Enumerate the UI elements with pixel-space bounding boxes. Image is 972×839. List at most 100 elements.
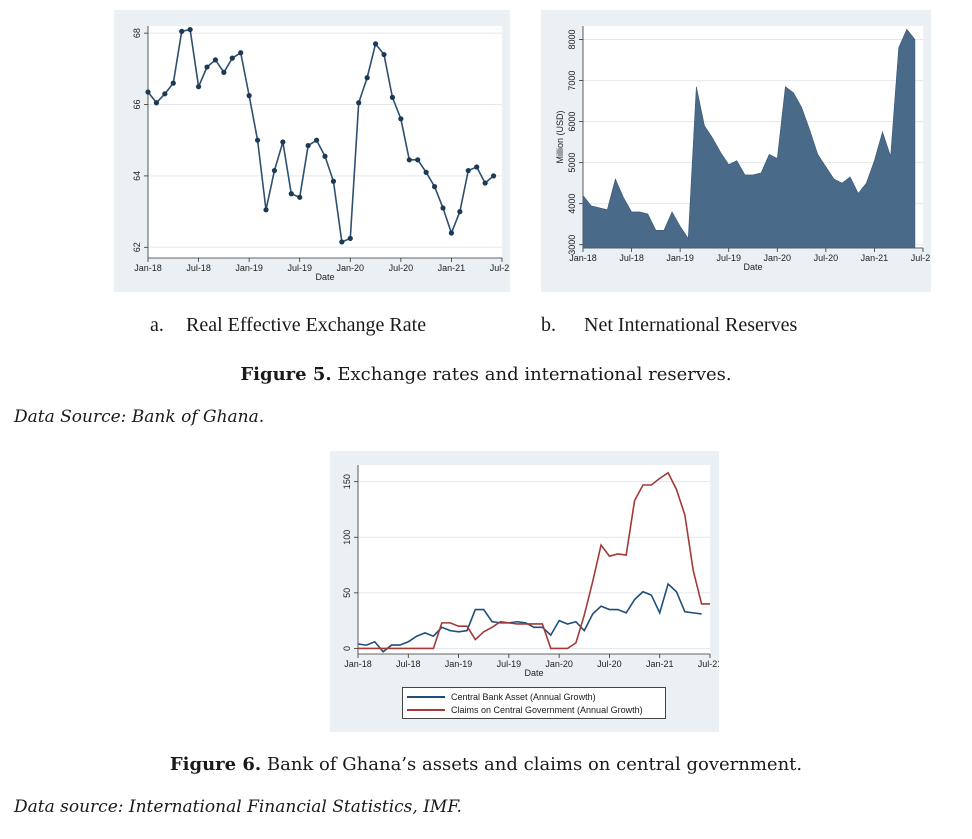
y-tick-label: 64 bbox=[132, 171, 142, 181]
panel-b-title: Net International Reserves bbox=[584, 314, 798, 336]
y-tick-label: 62 bbox=[132, 242, 142, 252]
data-point bbox=[474, 164, 480, 170]
x-tick-label: Jul-21 bbox=[490, 263, 510, 273]
series-line-0 bbox=[147, 28, 495, 244]
x-tick-label: Jan-21 bbox=[438, 263, 466, 273]
x-tick-label: Jan-19 bbox=[666, 253, 694, 263]
x-tick-label: Jul-19 bbox=[287, 263, 312, 273]
chart-legend: Central Bank Asset (Annual Growth) Claim… bbox=[402, 687, 666, 719]
data-point bbox=[229, 55, 235, 61]
data-point bbox=[280, 139, 286, 145]
x-tick-label: Jan-21 bbox=[646, 659, 674, 669]
figure-5-text: Exchange rates and international reserve… bbox=[331, 364, 732, 385]
data-point bbox=[153, 100, 160, 106]
y-tick-label: 0 bbox=[342, 646, 352, 651]
data-point bbox=[339, 239, 345, 245]
x-tick-label: Jul-18 bbox=[619, 253, 644, 263]
legend-label-central-bank-asset: Central Bank Asset (Annual Growth) bbox=[451, 692, 596, 702]
y-tick-label: 150 bbox=[342, 474, 352, 489]
data-point bbox=[170, 80, 176, 86]
x-tick-label: Jan-20 bbox=[764, 253, 792, 263]
y-tick-label: 4000 bbox=[567, 194, 577, 214]
y-tick-label: 66 bbox=[132, 100, 142, 110]
x-tick-label: Jul-18 bbox=[396, 659, 421, 669]
y-tick-label: 3000 bbox=[567, 235, 577, 255]
data-point bbox=[297, 194, 303, 200]
data-point bbox=[431, 184, 438, 190]
data-point bbox=[162, 91, 168, 97]
y-axis-label: Million (USD) bbox=[555, 110, 565, 163]
x-tick-label: Jul-20 bbox=[597, 659, 622, 669]
data-point bbox=[221, 69, 227, 75]
data-point bbox=[271, 167, 278, 174]
x-axis-label: Date bbox=[524, 668, 543, 678]
y-tick-label: 6000 bbox=[567, 112, 577, 132]
x-tick-label: Jul-19 bbox=[716, 253, 741, 263]
data-point bbox=[145, 89, 151, 95]
data-point bbox=[305, 142, 311, 149]
x-tick-label: Jan-18 bbox=[134, 263, 162, 273]
series-line-0 bbox=[357, 582, 702, 653]
data-point bbox=[457, 209, 463, 215]
legend-swatch-claims-government bbox=[407, 709, 445, 711]
chart-net-international-reserves: 3000 4000 5000 6000 7000 8000 Jan-18 Jul-18 Jan-… bbox=[541, 10, 931, 292]
x-tick-label: Jan-18 bbox=[344, 659, 372, 669]
data-point bbox=[263, 207, 269, 213]
x-tick-label: Jul-20 bbox=[814, 253, 839, 263]
x-tick-label: Jul-18 bbox=[186, 263, 211, 273]
data-point bbox=[204, 64, 210, 70]
x-tick-label: Jan-21 bbox=[861, 253, 889, 263]
data-point bbox=[288, 191, 294, 197]
data-point bbox=[246, 93, 252, 99]
data-point bbox=[372, 41, 379, 47]
y-tick-label: 5000 bbox=[567, 153, 577, 173]
x-tick-label: Jan-20 bbox=[337, 263, 365, 273]
data-point bbox=[490, 173, 497, 179]
data-point bbox=[356, 100, 362, 106]
y-tick-label: 8000 bbox=[567, 30, 577, 50]
y-tick-label: 50 bbox=[342, 588, 352, 598]
data-point bbox=[440, 205, 446, 211]
data-point bbox=[448, 230, 455, 236]
x-tick-label: Jul-19 bbox=[497, 659, 522, 669]
legend-item-claims-government: Claims on Central Government (Annual Gro… bbox=[407, 704, 643, 716]
x-axis-label: Date bbox=[743, 262, 762, 272]
chart-c-svg: 0 50 100 150 Jan-18 Jul-18 Jan-19 Jul-19 Jan-20 J… bbox=[342, 465, 719, 678]
figure-6-caption: Figure 6. Bank of Ghana’s assets and cla… bbox=[0, 754, 972, 775]
data-point bbox=[238, 50, 244, 56]
x-tick-label: Jul-20 bbox=[389, 263, 414, 273]
data-point bbox=[322, 153, 328, 159]
chart-bank-assets-claims: 0 50 100 150 Jan-18 Jul-18 Jan-19 Jul-19 Jan-20 J… bbox=[330, 451, 719, 732]
data-point bbox=[381, 51, 387, 58]
chart-a-svg: 62 64 66 68 Jan-18 Jul-18 Jan-19 Jul-19 Jan-20 Ju… bbox=[132, 26, 510, 282]
x-axis-label: Date bbox=[315, 272, 334, 282]
y-tick-label: 68 bbox=[132, 28, 142, 38]
panel-b-letter: b. bbox=[541, 314, 556, 336]
x-tick-label: Jan-20 bbox=[545, 659, 573, 669]
figure-6-text: Bank of Ghana’s assets and claims on cen… bbox=[261, 754, 803, 775]
figure-6-source: Data source: International Financial Sta… bbox=[14, 797, 462, 817]
chart-real-effective-exchange-rate: 62 64 66 68 Jan-18 Jul-18 Jan-19 Jul-19 Jan-20 Ju… bbox=[114, 10, 510, 292]
data-point bbox=[187, 26, 193, 33]
data-point bbox=[179, 28, 185, 34]
figure-5-label: Figure 5. bbox=[240, 364, 332, 385]
y-tick-label: 7000 bbox=[567, 71, 577, 91]
y-tick-label: 100 bbox=[342, 530, 352, 545]
panel-a-letter: a. bbox=[150, 314, 164, 336]
x-tick-label: Jan-19 bbox=[445, 659, 473, 669]
x-tick-label: Jul-21 bbox=[698, 659, 719, 669]
x-tick-label: Jul-21 bbox=[911, 253, 931, 263]
data-point bbox=[423, 169, 429, 175]
data-point bbox=[330, 178, 337, 184]
data-point bbox=[406, 157, 412, 163]
legend-item-central-bank-asset: Central Bank Asset (Annual Growth) bbox=[407, 691, 596, 703]
area-series bbox=[582, 28, 916, 249]
x-tick-label: Jan-18 bbox=[569, 253, 597, 263]
figure-5-caption: Figure 5. Exchange rates and internation… bbox=[0, 364, 972, 385]
data-point bbox=[415, 157, 421, 163]
data-point bbox=[465, 167, 471, 174]
data-point bbox=[313, 137, 320, 143]
chart-b-svg: 3000 4000 5000 6000 7000 8000 Jan-18 Jul-18 Jan-… bbox=[555, 26, 931, 272]
x-tick-label: Jan-19 bbox=[235, 263, 263, 273]
data-point bbox=[195, 84, 202, 90]
